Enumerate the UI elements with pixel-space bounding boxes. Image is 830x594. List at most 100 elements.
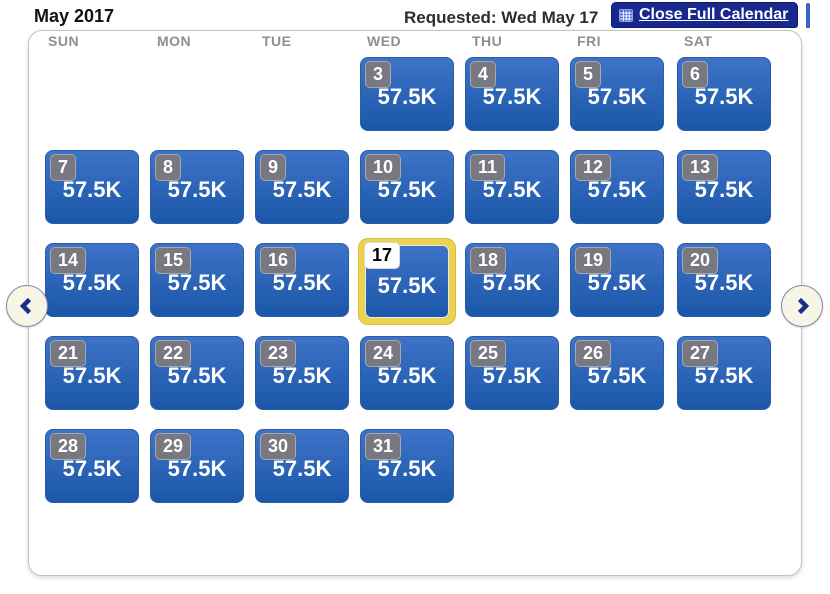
calendar-day-tile-18[interactable]: 18 57.5K bbox=[465, 243, 559, 317]
weekday-header-sat: SAT bbox=[684, 33, 713, 49]
day-number-badge: 15 bbox=[155, 247, 192, 274]
award-price: 57.5K bbox=[377, 456, 437, 481]
day-number-badge: 28 bbox=[50, 433, 87, 460]
weekday-header-sun: SUN bbox=[48, 33, 80, 49]
calendar-day-tile-16[interactable]: 16 57.5K bbox=[255, 243, 349, 317]
chevron-left-icon bbox=[19, 297, 32, 315]
requested-date-label: Requested: Wed May 17 bbox=[404, 8, 599, 27]
day-number-badge: 11 bbox=[470, 154, 506, 181]
day-number-badge: 6 bbox=[682, 61, 709, 88]
calendar-day-tile-22[interactable]: 22 57.5K bbox=[150, 336, 244, 410]
day-number-badge: 29 bbox=[155, 433, 192, 460]
day-number-badge: 31 bbox=[365, 433, 402, 460]
day-number-badge: 21 bbox=[50, 340, 87, 367]
day-number-badge: 26 bbox=[575, 340, 612, 367]
calendar-day-tile-28[interactable]: 28 57.5K bbox=[45, 429, 139, 503]
award-price: 57.5K bbox=[272, 270, 332, 295]
weekday-header-thu: THU bbox=[472, 33, 503, 49]
calendar-day-tile-19[interactable]: 19 57.5K bbox=[570, 243, 664, 317]
close-button-label: Close Full Calendar bbox=[639, 6, 789, 23]
day-number-badge: 22 bbox=[155, 340, 192, 367]
calendar-day-tile-5[interactable]: 5 57.5K bbox=[570, 57, 664, 131]
day-number-badge: 5 bbox=[575, 61, 602, 88]
day-number-badge: 17 bbox=[364, 242, 401, 269]
award-price: 57.5K bbox=[167, 456, 227, 481]
calendar-day-tile-31[interactable]: 31 57.5K bbox=[360, 429, 454, 503]
weekday-header-fri: FRI bbox=[577, 33, 602, 49]
calendar-day-tile-21[interactable]: 21 57.5K bbox=[45, 336, 139, 410]
calendar-day-tile-12[interactable]: 12 57.5K bbox=[570, 150, 664, 224]
award-price: 57.5K bbox=[167, 363, 227, 388]
day-number-badge: 24 bbox=[365, 340, 402, 367]
award-price: 57.5K bbox=[587, 270, 647, 295]
award-price: 57.5K bbox=[694, 363, 754, 388]
day-number-badge: 4 bbox=[470, 61, 497, 88]
award-price: 57.5K bbox=[377, 84, 437, 109]
calendar-day-tile-17[interactable]: 17 57.5K bbox=[358, 238, 456, 325]
day-number-badge: 13 bbox=[682, 154, 719, 181]
calendar-day-tile-9[interactable]: 9 57.5K bbox=[255, 150, 349, 224]
calendar-day-tile-24[interactable]: 24 57.5K bbox=[360, 336, 454, 410]
award-price: 57.5K bbox=[694, 84, 754, 109]
calendar-day-tile-13[interactable]: 13 57.5K bbox=[677, 150, 771, 224]
calendar-day-tile-15[interactable]: 15 57.5K bbox=[150, 243, 244, 317]
day-number-badge: 19 bbox=[575, 247, 612, 274]
award-price: 57.5K bbox=[167, 177, 227, 202]
award-price: 57.5K bbox=[272, 456, 332, 481]
month-title: May 2017 bbox=[34, 6, 115, 26]
calendar-day-tile-20[interactable]: 20 57.5K bbox=[677, 243, 771, 317]
award-price: 57.5K bbox=[377, 177, 437, 202]
next-page-arrow[interactable] bbox=[781, 285, 823, 327]
award-price: 57.5K bbox=[587, 177, 647, 202]
award-price: 57.5K bbox=[62, 363, 122, 388]
day-number-badge: 8 bbox=[155, 154, 182, 181]
award-price: 57.5K bbox=[587, 363, 647, 388]
close-full-calendar-button[interactable]: Close Full Calendar bbox=[611, 2, 799, 28]
day-number-badge: 16 bbox=[260, 247, 297, 274]
award-price: 57.5K bbox=[482, 177, 542, 202]
award-price: 57.5K bbox=[482, 84, 542, 109]
previous-page-arrow[interactable] bbox=[6, 285, 48, 327]
calendar-grid-icon bbox=[619, 8, 633, 22]
award-price: 57.5K bbox=[377, 363, 437, 388]
award-price: 57.5K bbox=[272, 363, 332, 388]
award-price: 57.5K bbox=[587, 84, 647, 109]
award-price: 57.5K bbox=[62, 456, 122, 481]
day-number-badge: 20 bbox=[682, 247, 719, 274]
chevron-right-icon bbox=[797, 297, 810, 315]
calendar-day-tile-14[interactable]: 14 57.5K bbox=[45, 243, 139, 317]
calendar-day-tile-30[interactable]: 30 57.5K bbox=[255, 429, 349, 503]
award-price: 57.5K bbox=[62, 177, 122, 202]
calendar-day-tile-7[interactable]: 7 57.5K bbox=[45, 150, 139, 224]
day-number-badge: 27 bbox=[682, 340, 719, 367]
award-price: 57.5K bbox=[62, 270, 122, 295]
calendar-day-tile-3[interactable]: 3 57.5K bbox=[360, 57, 454, 131]
weekday-header-wed: WED bbox=[367, 33, 402, 49]
calendar-day-tile-11[interactable]: 11 57.5K bbox=[465, 150, 559, 224]
calendar-day-tile-29[interactable]: 29 57.5K bbox=[150, 429, 244, 503]
calendar-day-tile-6[interactable]: 6 57.5K bbox=[677, 57, 771, 131]
award-price: 57.5K bbox=[377, 273, 437, 298]
award-price: 57.5K bbox=[482, 363, 542, 388]
day-number-badge: 30 bbox=[260, 433, 297, 460]
day-number-badge: 9 bbox=[260, 154, 287, 181]
day-number-badge: 10 bbox=[365, 154, 402, 181]
award-price: 57.5K bbox=[482, 270, 542, 295]
day-number-badge: 25 bbox=[470, 340, 507, 367]
calendar-day-tile-10[interactable]: 10 57.5K bbox=[360, 150, 454, 224]
calendar-day-tile-26[interactable]: 26 57.5K bbox=[570, 336, 664, 410]
calendar-day-tile-23[interactable]: 23 57.5K bbox=[255, 336, 349, 410]
calendar-day-tile-27[interactable]: 27 57.5K bbox=[677, 336, 771, 410]
calendar-day-tile-8[interactable]: 8 57.5K bbox=[150, 150, 244, 224]
award-price: 57.5K bbox=[694, 177, 754, 202]
calendar-day-tile-25[interactable]: 25 57.5K bbox=[465, 336, 559, 410]
day-number-badge: 7 bbox=[50, 154, 77, 181]
award-price: 57.5K bbox=[167, 270, 227, 295]
calendar-day-tile-4[interactable]: 4 57.5K bbox=[465, 57, 559, 131]
award-price: 57.5K bbox=[694, 270, 754, 295]
weekday-header-mon: MON bbox=[157, 33, 192, 49]
day-number-badge: 23 bbox=[260, 340, 297, 367]
weekday-header-tue: TUE bbox=[262, 33, 292, 49]
tab-edge-decoration bbox=[806, 3, 810, 28]
